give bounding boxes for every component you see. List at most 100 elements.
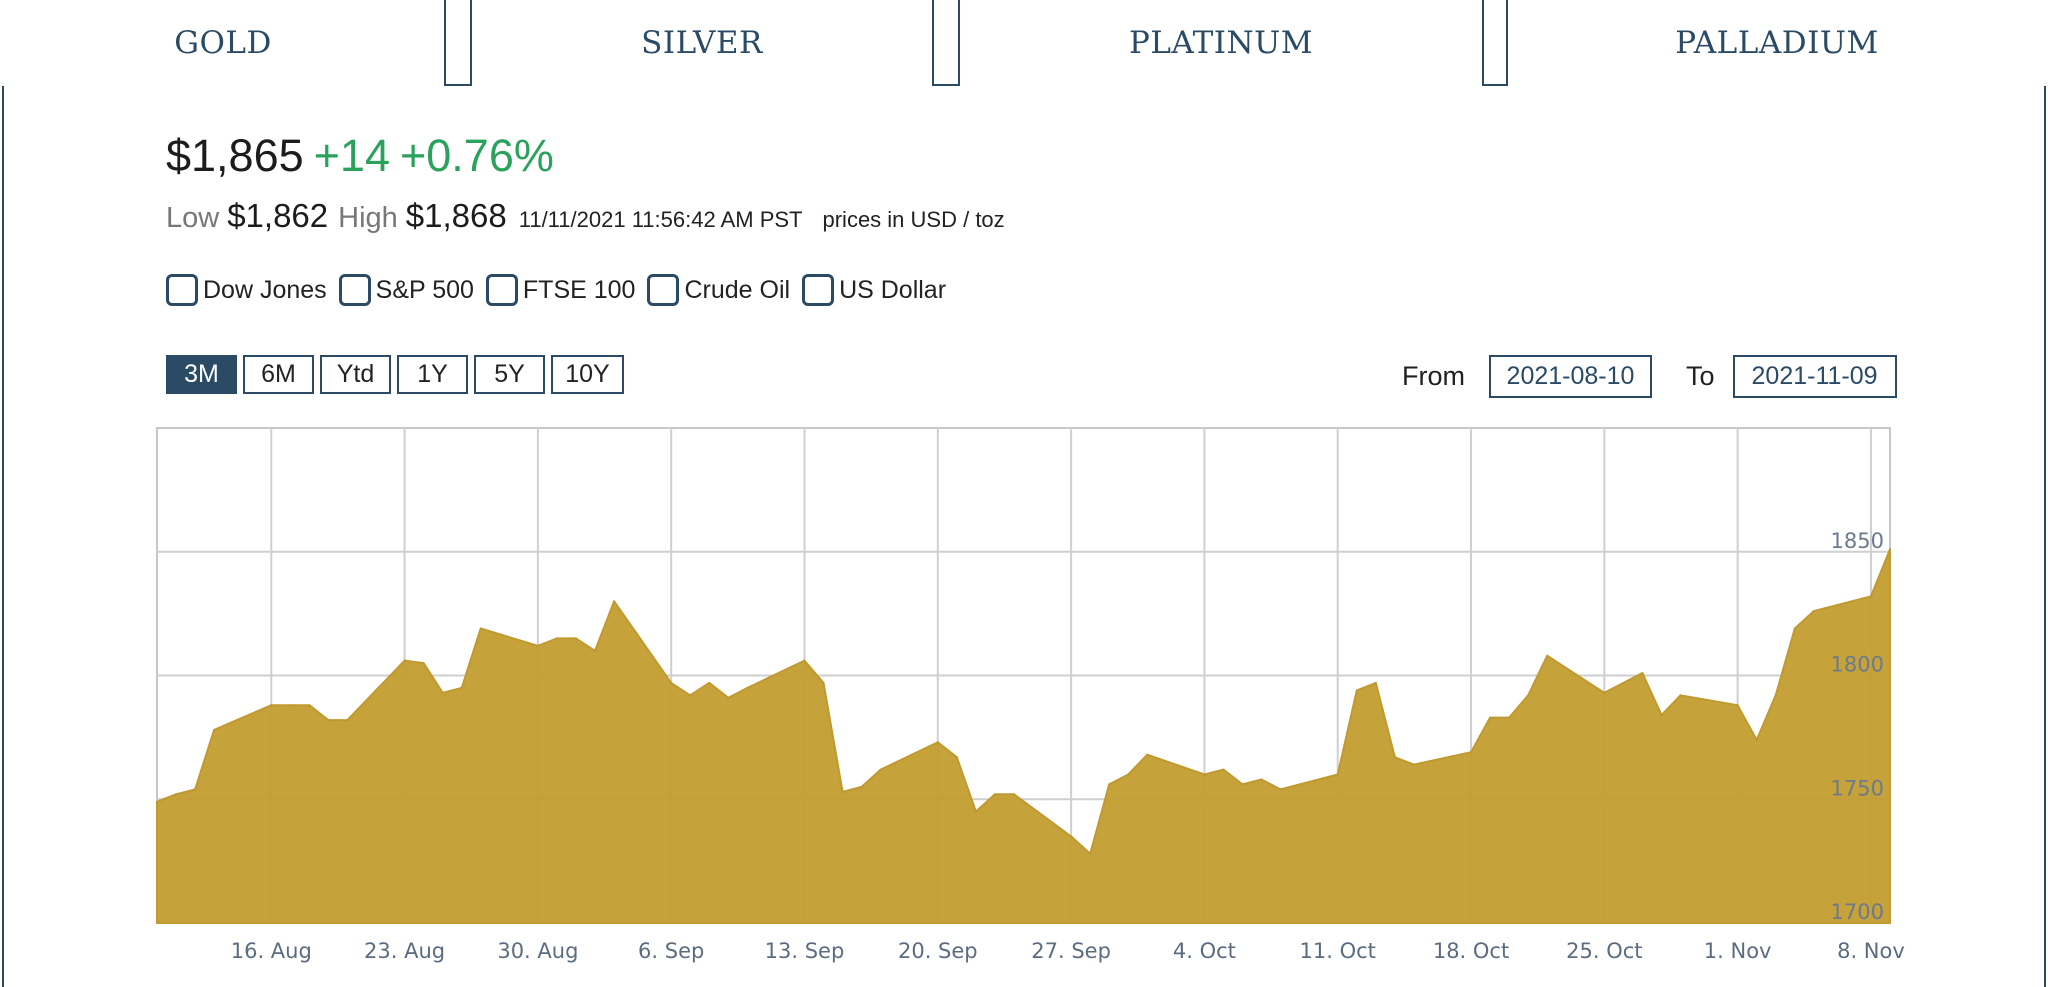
- x-axis-tick-label: 23. Aug: [364, 939, 445, 963]
- checkbox[interactable]: [647, 274, 680, 306]
- compare-options: Dow Jones S&P 500 FTSE 100 Crude Oil US …: [166, 274, 958, 306]
- price-chart: 1700 1750 1800 1850 16. Aug 23. Aug 30. Aug 6. …: [156, 427, 1905, 963]
- data-point: [936, 741, 939, 744]
- range-ytd-button[interactable]: Ytd: [320, 355, 391, 394]
- compare-label: Crude Oil: [684, 275, 791, 304]
- from-date-input[interactable]: 2021-08-10: [1489, 355, 1652, 398]
- x-axis-tick-label: 11. Oct: [1300, 939, 1376, 963]
- checkbox[interactable]: [166, 274, 198, 306]
- compare-crude-oil[interactable]: Crude Oil: [647, 274, 790, 306]
- data-point: [1146, 753, 1149, 756]
- data-point: [1260, 778, 1263, 781]
- high-label: High: [338, 202, 398, 234]
- data-point: [708, 681, 711, 684]
- data-point: [689, 694, 692, 697]
- high-value: $1,868: [405, 197, 507, 234]
- range-5y-button[interactable]: 5Y: [474, 355, 545, 394]
- tab-palladium[interactable]: PALLADIUM: [1506, 0, 2046, 86]
- x-axis-tick-label: 8. Nov: [1837, 939, 1905, 963]
- compare-sp-500[interactable]: S&P 500: [338, 274, 474, 306]
- data-point: [1203, 773, 1206, 776]
- data-point: [308, 704, 311, 707]
- data-point: [1793, 627, 1796, 630]
- data-point: [346, 719, 349, 722]
- data-point: [1527, 694, 1530, 697]
- data-point: [1127, 773, 1130, 776]
- data-point: [403, 659, 406, 662]
- x-axis-tick-label: 4. Oct: [1173, 939, 1236, 963]
- x-axis-tick-label: 27. Sep: [1031, 939, 1111, 963]
- range-6m-button[interactable]: 6M: [243, 355, 314, 394]
- data-point: [1755, 738, 1758, 741]
- data-point: [536, 644, 539, 647]
- data-point: [1641, 672, 1644, 674]
- data-point: [1374, 681, 1377, 684]
- tab-silver[interactable]: SILVER: [470, 0, 934, 86]
- data-point: [422, 662, 425, 665]
- price-change: +14: [313, 130, 390, 181]
- data-point: [327, 719, 330, 722]
- data-point: [156, 800, 158, 803]
- data-point: [727, 696, 730, 699]
- to-date-input[interactable]: 2021-11-09: [1732, 355, 1897, 398]
- data-point: [1279, 788, 1282, 791]
- compare-label: S&P 500: [375, 275, 474, 304]
- metal-tabs: GOLD SILVER PLATINUM PALLADIUM: [2, 0, 2046, 86]
- x-axis-tick-label: 13. Sep: [765, 939, 845, 963]
- checkbox[interactable]: [485, 274, 518, 306]
- data-point: [1489, 716, 1492, 719]
- data-point: [841, 790, 844, 793]
- range-10y-button[interactable]: 10Y: [551, 355, 624, 394]
- checkbox[interactable]: [802, 274, 835, 306]
- data-point: [1412, 763, 1415, 766]
- data-point: [879, 768, 882, 771]
- data-point: [555, 637, 558, 640]
- data-point: [1660, 714, 1663, 717]
- checkbox[interactable]: [338, 274, 371, 306]
- compare-us-dollar[interactable]: US Dollar: [802, 274, 946, 306]
- data-point: [1774, 694, 1777, 697]
- data-point: [1679, 694, 1682, 697]
- data-point: [955, 756, 958, 759]
- low-label: Low: [166, 202, 220, 234]
- data-point: [1222, 768, 1225, 771]
- x-axis-tick-label: 6. Sep: [638, 939, 704, 963]
- compare-dow-jones[interactable]: Dow Jones: [166, 274, 327, 306]
- y-axis-tick-label: 1700: [1831, 900, 1884, 924]
- compare-label: FTSE 100: [522, 275, 636, 304]
- price-details: Low $1,862 High $1,868 11/11/2021 11:56:…: [166, 197, 1005, 235]
- x-axis-tick-label: 18. Oct: [1433, 939, 1509, 963]
- data-point: [1508, 716, 1511, 719]
- tab-platinum[interactable]: PLATINUM: [958, 0, 1484, 86]
- range-3m-button[interactable]: 3M: [166, 355, 237, 394]
- data-point: [860, 785, 863, 788]
- tab-gold[interactable]: GOLD: [2, 0, 446, 86]
- data-point: [1108, 783, 1111, 786]
- data-point: [803, 659, 806, 662]
- data-point: [270, 704, 273, 707]
- data-point: [1812, 610, 1815, 613]
- price-units: prices in USD / toz: [822, 207, 1005, 232]
- data-point: [670, 681, 673, 684]
- data-point: [1089, 852, 1092, 855]
- from-label: From: [1402, 361, 1465, 391]
- x-axis-tick-label: 16. Aug: [231, 939, 312, 963]
- data-point: [213, 728, 216, 731]
- x-axis-tick-label: 25. Oct: [1566, 939, 1642, 963]
- data-point: [1603, 691, 1606, 694]
- current-price: $1,865: [166, 130, 304, 181]
- low-value: $1,862: [227, 197, 329, 234]
- data-point: [822, 681, 825, 684]
- data-point: [1393, 756, 1396, 759]
- compare-ftse-100[interactable]: FTSE 100: [485, 274, 636, 306]
- price-change-percent: +0.76%: [399, 130, 554, 181]
- compare-label: US Dollar: [839, 275, 947, 304]
- data-point: [1070, 835, 1073, 838]
- x-axis-tick-label: 1. Nov: [1704, 939, 1772, 963]
- data-point: [441, 691, 444, 694]
- range-1y-button[interactable]: 1Y: [397, 355, 468, 394]
- y-axis-tick-label: 1850: [1831, 529, 1884, 553]
- data-point: [746, 686, 749, 689]
- data-point: [460, 686, 463, 689]
